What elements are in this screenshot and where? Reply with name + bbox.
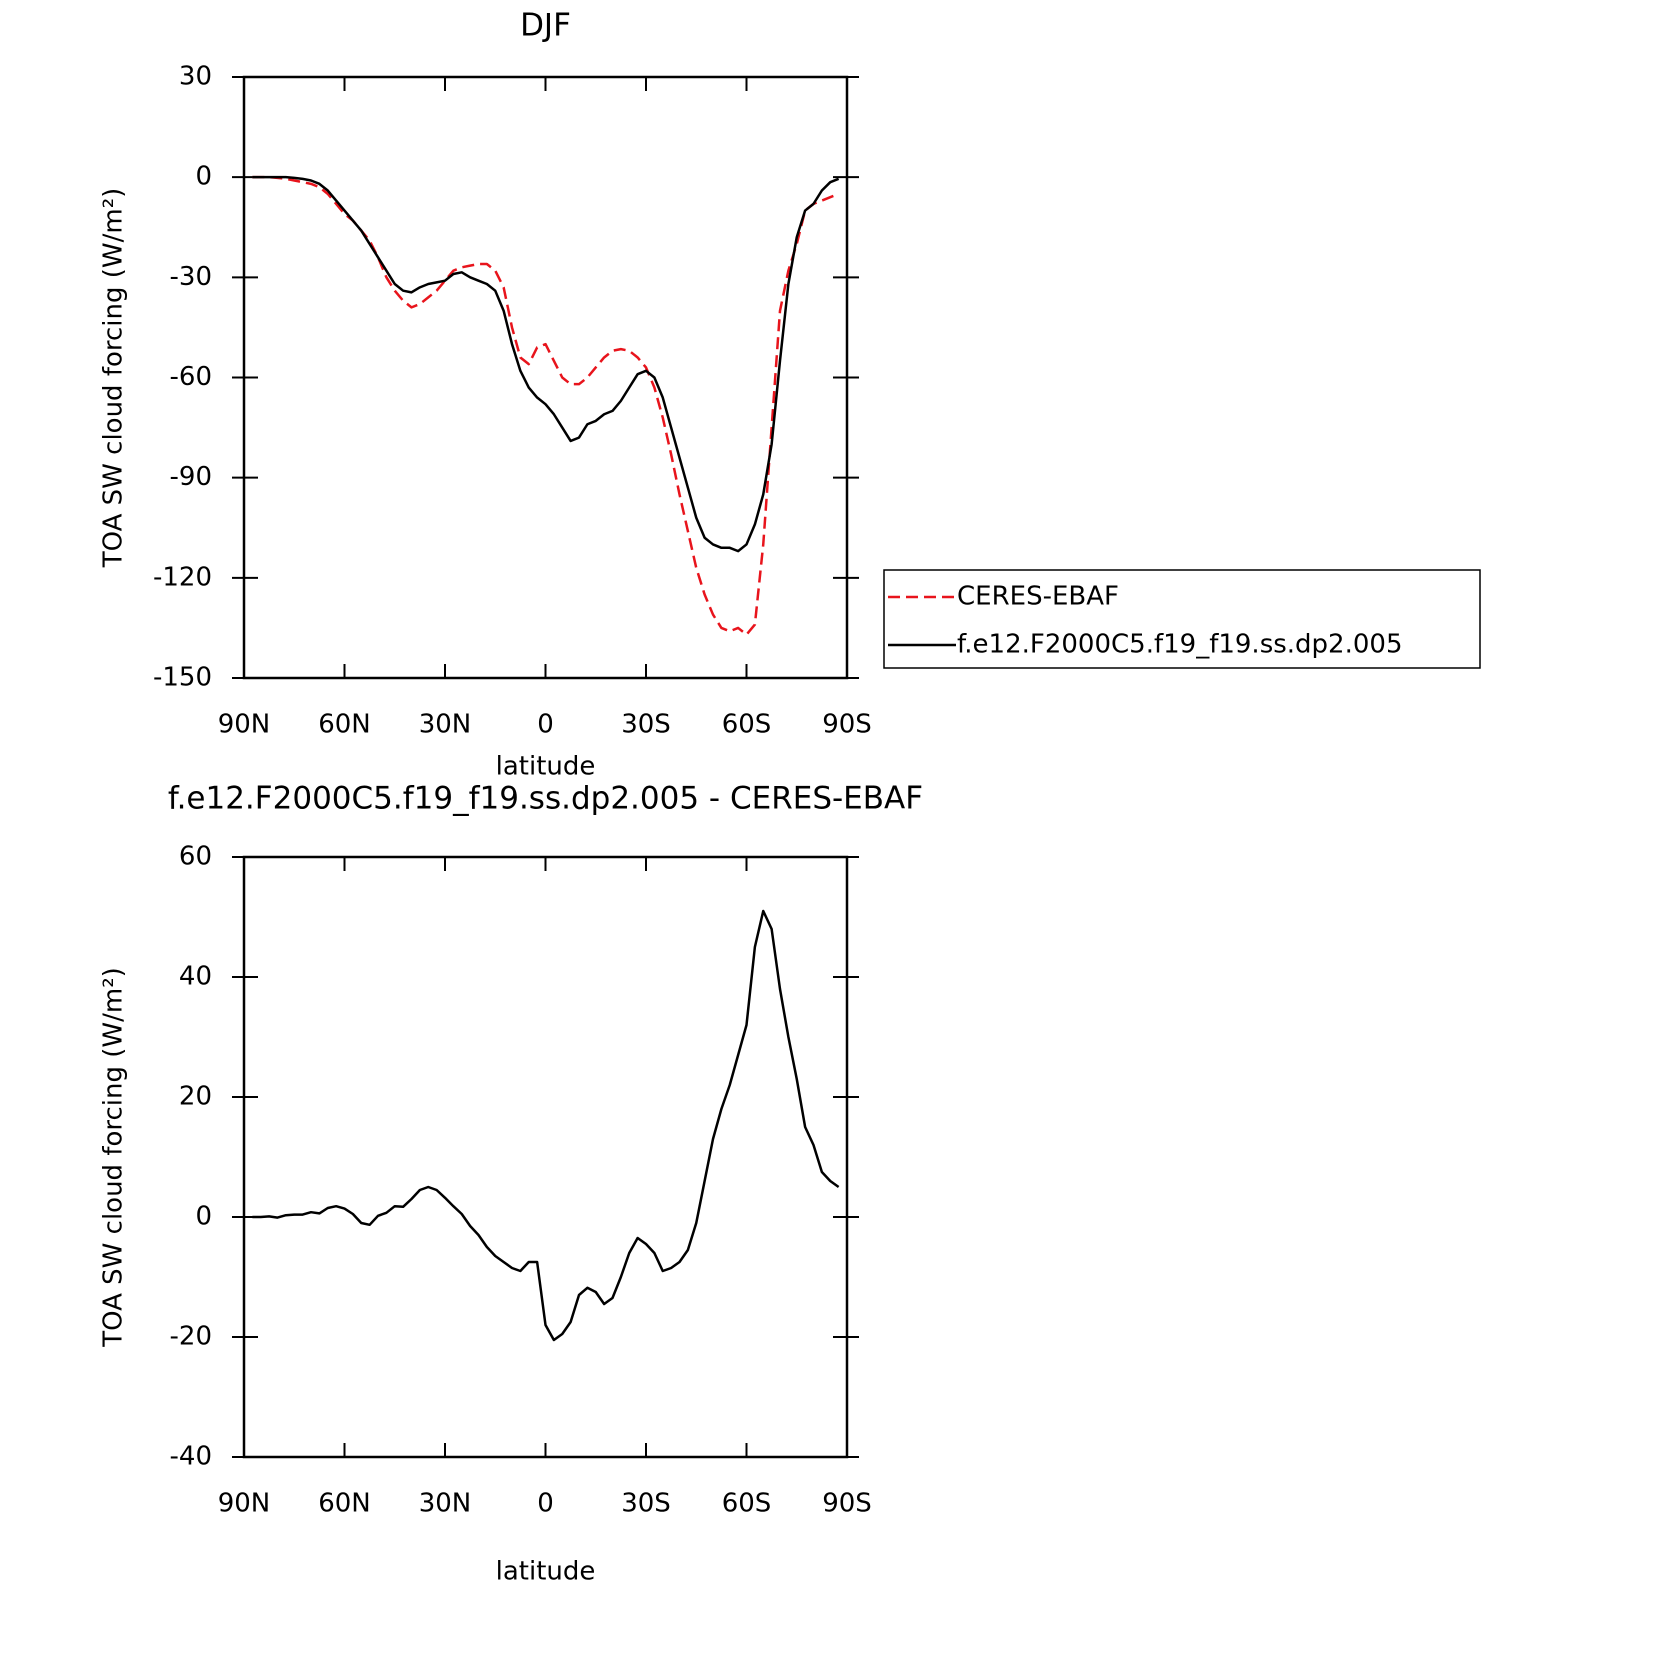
y-tick-label: 0 xyxy=(195,1202,212,1232)
x-tick-label: 0 xyxy=(537,710,554,740)
chart-title: DJF xyxy=(520,8,571,44)
y-tick-label: -90 xyxy=(170,462,212,492)
y-tick-label: -120 xyxy=(153,562,212,592)
x-tick-label: 90S xyxy=(822,1489,872,1519)
x-tick-label: 90N xyxy=(218,1489,271,1519)
x-tick-label: 30S xyxy=(621,1489,671,1519)
x-tick-label: 60N xyxy=(318,710,371,740)
x-tick-label: 90S xyxy=(822,710,872,740)
x-axis-label: latitude xyxy=(496,752,596,782)
chart-title: f.e12.F2000C5.f19_f19.ss.dp2.005 - CERES… xyxy=(168,781,923,817)
y-tick-label: -60 xyxy=(170,362,212,392)
y-tick-label: -30 xyxy=(170,262,212,292)
y-axis-label: TOA SW cloud forcing (W/m²) xyxy=(99,188,129,569)
x-tick-label: 0 xyxy=(537,1489,554,1519)
x-tick-label: 60S xyxy=(722,1489,772,1519)
y-tick-label: -40 xyxy=(170,1442,212,1472)
y-tick-label: 60 xyxy=(179,842,212,872)
legend-box xyxy=(883,569,1481,669)
x-tick-label: 60S xyxy=(722,710,772,740)
x-tick-label: 30N xyxy=(419,1489,472,1519)
y-tick-label: 0 xyxy=(195,162,212,192)
y-tick-label: -150 xyxy=(153,663,212,693)
y-tick-label: 40 xyxy=(179,962,212,992)
x-tick-label: 30S xyxy=(621,710,671,740)
y-tick-label: -20 xyxy=(170,1322,212,1352)
y-tick-label: 20 xyxy=(179,1082,212,1112)
y-axis-label: TOA SW cloud forcing (W/m²) xyxy=(99,967,129,1348)
line-series xyxy=(252,909,840,1342)
x-tick-label: 90N xyxy=(218,710,271,740)
legend-label: f.e12.F2000C5.f19_f19.ss.dp2.005 xyxy=(957,630,1403,660)
x-axis-label: latitude xyxy=(496,1557,596,1587)
line-series xyxy=(252,175,840,553)
x-tick-label: 60N xyxy=(318,1489,371,1519)
x-tick-label: 30N xyxy=(419,710,472,740)
y-tick-label: 30 xyxy=(179,62,212,92)
legend-label: CERES-EBAF xyxy=(957,582,1119,612)
